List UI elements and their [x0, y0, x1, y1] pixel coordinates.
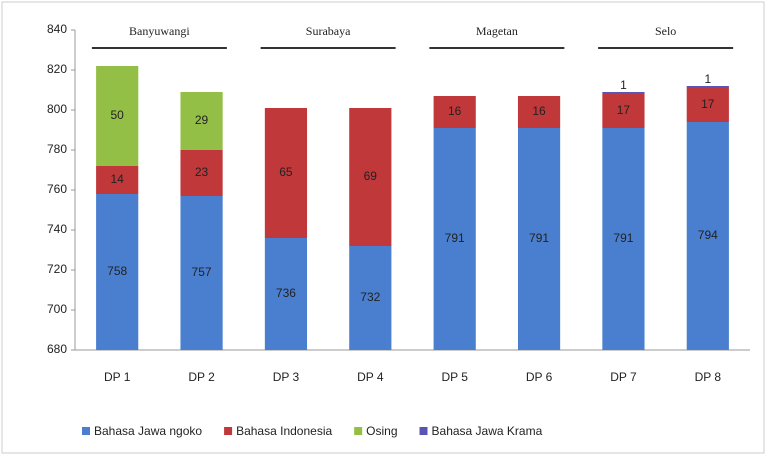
bar-segment	[602, 92, 645, 94]
y-tick-label: 680	[47, 342, 67, 356]
value-label: 758	[107, 264, 127, 278]
value-label: 732	[360, 290, 380, 304]
x-tick-label: DP 4	[357, 370, 384, 384]
bar-segment	[264, 238, 308, 350]
bar-segment	[602, 94, 645, 128]
x-tick-label: DP 7	[610, 370, 637, 384]
bar-segment	[433, 96, 476, 128]
y-tick-label: 760	[47, 182, 67, 196]
y-tick-label: 840	[47, 22, 67, 36]
value-label: 50	[111, 108, 125, 122]
legend-label: Bahasa Jawa Krama	[432, 424, 543, 438]
bar-segment	[686, 86, 729, 88]
y-tick-label: 780	[47, 142, 67, 156]
x-tick-label: DP 1	[104, 370, 131, 384]
legend-label: Bahasa Indonesia	[236, 424, 332, 438]
value-label: 791	[613, 231, 633, 245]
legend-swatch	[354, 427, 363, 435]
y-tick-label: 700	[47, 302, 67, 316]
bar-segment	[349, 246, 392, 350]
bar-segment	[180, 150, 223, 196]
value-label: 69	[364, 169, 378, 183]
bar-segment	[517, 128, 561, 350]
y-tick-label: 800	[47, 102, 67, 116]
bar-segment	[349, 108, 392, 246]
y-tick-label: 740	[47, 222, 67, 236]
x-tick-label: DP 3	[273, 370, 300, 384]
legend-label: Osing	[366, 424, 397, 438]
legend-label: Bahasa Jawa ngoko	[94, 424, 202, 438]
x-tick-label: DP 6	[526, 370, 553, 384]
value-label: 16	[448, 104, 462, 118]
value-label: 17	[617, 103, 631, 117]
value-label: 23	[195, 165, 209, 179]
x-tick-label: DP 2	[188, 370, 215, 384]
value-label: 14	[111, 172, 125, 186]
x-tick-label: DP 5	[441, 370, 468, 384]
bar-segment	[433, 128, 476, 350]
legend-swatch	[419, 427, 428, 435]
bar-segment	[96, 166, 139, 194]
group-label: Selo	[655, 24, 676, 38]
group-label: Magetan	[476, 24, 518, 38]
bar-segment	[686, 122, 729, 350]
x-tick-label: DP 8	[695, 370, 722, 384]
group-label: Surabaya	[306, 24, 351, 38]
bar-segment	[96, 194, 139, 350]
group-label: Banyuwangi	[129, 24, 190, 38]
value-label: 791	[445, 231, 465, 245]
value-label: 736	[276, 286, 296, 300]
value-label: 1	[620, 78, 627, 92]
bar-segment	[686, 88, 729, 122]
value-label: 65	[279, 165, 293, 179]
bar-segment	[517, 96, 561, 128]
value-label: 17	[701, 97, 715, 111]
y-tick-label: 720	[47, 262, 67, 276]
bar-segment	[264, 108, 308, 238]
legend-swatch	[224, 427, 233, 435]
value-label: 1	[704, 72, 711, 86]
bar-segment	[180, 196, 223, 350]
value-label: 791	[529, 231, 549, 245]
value-label: 794	[698, 228, 718, 242]
y-tick-label: 820	[47, 62, 67, 76]
value-label: 16	[532, 104, 546, 118]
legend-swatch	[82, 427, 90, 435]
value-label: 757	[192, 265, 212, 279]
bar-segment	[96, 66, 139, 166]
bar-segment	[602, 128, 645, 350]
bar-segment	[180, 92, 223, 150]
value-label: 29	[195, 113, 209, 127]
